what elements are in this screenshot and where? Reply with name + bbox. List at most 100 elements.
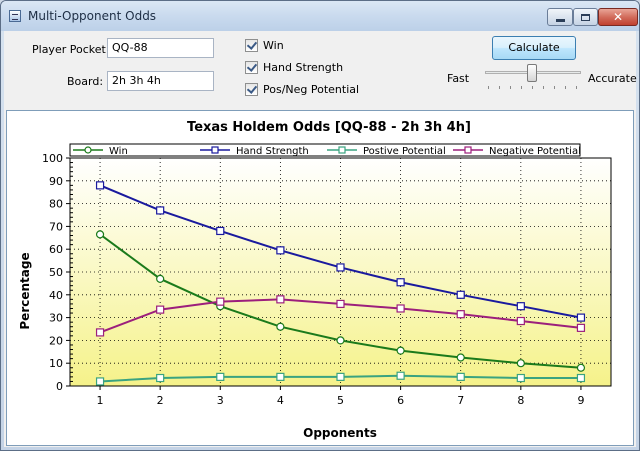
win-checkbox-row[interactable]: Win xyxy=(245,39,284,52)
x-axis-title: Opponents xyxy=(303,426,377,440)
data-point xyxy=(456,372,465,381)
y-tick-label: 90 xyxy=(49,175,63,188)
slider-tick xyxy=(576,86,577,89)
y-tick-label: 0 xyxy=(56,380,63,393)
data-point xyxy=(456,290,465,299)
slider-tick xyxy=(510,86,511,89)
win-checkbox-label: Win xyxy=(263,39,284,52)
legend-box xyxy=(69,143,581,157)
data-point xyxy=(216,372,225,381)
data-point xyxy=(516,359,525,368)
legend-marker xyxy=(338,146,346,154)
x-tick-label: 9 xyxy=(577,394,584,407)
data-point xyxy=(516,302,525,311)
data-point xyxy=(516,373,525,383)
legend-marker xyxy=(84,146,92,154)
title-bar[interactable]: Multi-Opponent Odds ✕ xyxy=(1,1,639,31)
odds-chart-panel: 0 10 20 30 40 50 60 70 80 90 100 1 2 3 4 5 6 7 8 9 Texas Ho… xyxy=(6,110,634,446)
close-button[interactable]: ✕ xyxy=(598,8,638,26)
x-tick-label: 2 xyxy=(157,394,164,407)
y-tick-label: 80 xyxy=(49,198,63,211)
data-point xyxy=(156,373,165,383)
data-point xyxy=(95,230,105,239)
legend-label: Negative Potential xyxy=(489,146,581,157)
x-tick-label: 5 xyxy=(337,394,344,407)
data-point xyxy=(336,372,345,381)
legend-label: Postive Potential xyxy=(363,146,446,157)
hand-strength-checkbox-row[interactable]: Hand Strength xyxy=(245,61,343,74)
calculate-button[interactable]: Calculate xyxy=(492,36,576,60)
data-point xyxy=(396,278,405,287)
data-point xyxy=(95,377,105,386)
potential-checkbox-row[interactable]: Pos/Neg Potential xyxy=(245,83,359,96)
data-point xyxy=(396,371,405,380)
potential-checkbox[interactable] xyxy=(245,83,258,96)
minimize-button[interactable] xyxy=(547,8,573,26)
legend-marker xyxy=(464,146,472,154)
y-tick-label: 60 xyxy=(49,243,63,256)
slider-accurate-label: Accurate xyxy=(588,72,637,85)
y-tick-label: 50 xyxy=(49,266,63,279)
odds-chart: 0 10 20 30 40 50 60 70 80 90 100 1 2 3 4 5 6 7 8 9 Texas Ho… xyxy=(18,120,612,440)
data-point xyxy=(216,297,225,306)
series-win xyxy=(95,230,586,372)
chart-title: Texas Holdem Odds [QQ-88 - 2h 3h 4h] xyxy=(187,120,471,135)
data-point xyxy=(156,274,165,283)
close-icon: ✕ xyxy=(612,10,624,24)
series-negative-potential xyxy=(95,295,586,337)
slider-tick xyxy=(532,86,533,89)
win-checkbox[interactable] xyxy=(245,39,258,52)
y-tick-label: 100 xyxy=(42,152,63,165)
legend-marker xyxy=(211,146,219,154)
hand-strength-checkbox[interactable] xyxy=(245,61,258,74)
data-point xyxy=(336,263,345,272)
x-tick-label: 4 xyxy=(277,394,284,407)
data-point xyxy=(396,346,405,355)
slider-tick xyxy=(488,86,489,89)
y-axis-title: Percentage xyxy=(18,252,32,329)
data-point xyxy=(576,373,586,383)
data-point xyxy=(516,316,525,326)
x-tick-label: 8 xyxy=(517,394,524,407)
x-tick-label: 3 xyxy=(217,394,224,407)
accuracy-slider-thumb[interactable] xyxy=(527,64,537,82)
slider-tick xyxy=(499,86,500,89)
data-point xyxy=(276,246,285,255)
data-point xyxy=(216,226,225,236)
y-tick-label: 30 xyxy=(49,312,63,325)
board-input[interactable]: 2h 3h 4h xyxy=(107,71,214,91)
x-tick-label: 7 xyxy=(457,394,464,407)
legend-label: Win xyxy=(109,146,128,157)
data-point xyxy=(576,363,586,372)
data-point xyxy=(95,328,105,337)
data-point xyxy=(456,353,465,362)
axes: 0 10 20 30 40 50 60 70 80 90 100 1 2 3 4 5 6 7 8 9 xyxy=(42,152,584,407)
player-pocket-label: Player Pocket: xyxy=(32,43,110,56)
x-tick-label: 6 xyxy=(397,394,404,407)
chart-legend: Win Hand Strength Postive Potential Negativ… xyxy=(69,143,581,157)
data-point xyxy=(276,322,285,331)
maximize-button[interactable] xyxy=(573,8,598,26)
slider-tick xyxy=(565,86,566,89)
data-point xyxy=(576,323,586,332)
slider-tick xyxy=(554,86,555,89)
data-point xyxy=(336,336,345,345)
minimize-icon xyxy=(555,18,565,22)
data-point xyxy=(396,304,405,313)
maximize-icon xyxy=(581,13,590,21)
slider-tick xyxy=(521,86,522,89)
data-point xyxy=(276,295,285,304)
player-pocket-input[interactable]: QQ-88 xyxy=(107,38,214,58)
data-point xyxy=(336,299,345,309)
data-point xyxy=(95,181,105,190)
y-tick-label: 40 xyxy=(49,289,63,302)
hand-strength-checkbox-label: Hand Strength xyxy=(263,61,344,74)
data-point xyxy=(156,305,165,314)
series-postive-potential xyxy=(95,371,586,386)
data-point xyxy=(276,372,285,381)
slider-fast-label: Fast xyxy=(447,72,470,85)
x-tick-label: 1 xyxy=(97,394,104,407)
y-tick-label: 20 xyxy=(49,334,63,347)
app-icon[interactable] xyxy=(9,10,21,22)
